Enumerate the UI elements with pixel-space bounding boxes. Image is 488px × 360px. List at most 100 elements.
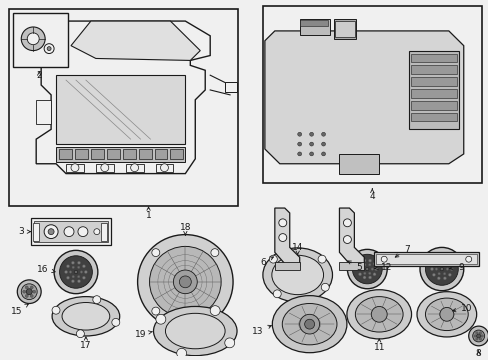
Ellipse shape xyxy=(165,313,224,349)
Polygon shape xyxy=(56,75,185,144)
Circle shape xyxy=(210,249,219,257)
Circle shape xyxy=(431,262,434,265)
Circle shape xyxy=(321,152,325,156)
Circle shape xyxy=(309,142,313,146)
Circle shape xyxy=(21,284,37,300)
Circle shape xyxy=(112,318,120,326)
Ellipse shape xyxy=(52,297,120,336)
Circle shape xyxy=(361,268,363,270)
Circle shape xyxy=(25,286,28,289)
Ellipse shape xyxy=(263,248,332,302)
Bar xyxy=(36,100,51,125)
Circle shape xyxy=(372,262,375,265)
Circle shape xyxy=(47,47,51,51)
Circle shape xyxy=(94,229,100,235)
Circle shape xyxy=(33,290,36,293)
Text: 7: 7 xyxy=(394,245,409,257)
Circle shape xyxy=(78,261,81,264)
Bar xyxy=(224,82,237,92)
Circle shape xyxy=(80,271,82,273)
Bar xyxy=(138,149,151,159)
Circle shape xyxy=(465,256,471,262)
Ellipse shape xyxy=(153,306,237,356)
Circle shape xyxy=(69,271,72,273)
Text: 11: 11 xyxy=(373,339,384,352)
Circle shape xyxy=(30,286,33,289)
Bar xyxy=(13,13,68,67)
Circle shape xyxy=(478,338,481,340)
Circle shape xyxy=(173,270,197,294)
Circle shape xyxy=(436,277,439,280)
Circle shape xyxy=(66,265,69,268)
Circle shape xyxy=(76,330,84,338)
Bar xyxy=(122,149,135,159)
Ellipse shape xyxy=(272,296,346,353)
Bar xyxy=(75,149,88,159)
Bar xyxy=(33,223,39,240)
Text: 6: 6 xyxy=(260,257,273,267)
Circle shape xyxy=(71,280,74,283)
Text: 2: 2 xyxy=(36,71,42,80)
Circle shape xyxy=(130,164,138,172)
Circle shape xyxy=(368,259,371,262)
Circle shape xyxy=(309,152,313,156)
Bar xyxy=(96,164,114,172)
Circle shape xyxy=(17,280,41,303)
Ellipse shape xyxy=(425,298,468,330)
Bar xyxy=(34,221,107,243)
Circle shape xyxy=(363,272,365,274)
Circle shape xyxy=(439,307,453,321)
Circle shape xyxy=(224,338,234,348)
Circle shape xyxy=(478,332,481,334)
Circle shape xyxy=(445,268,447,270)
Circle shape xyxy=(21,27,45,51)
Bar xyxy=(9,9,238,206)
Circle shape xyxy=(437,263,439,266)
Circle shape xyxy=(372,273,375,276)
Circle shape xyxy=(78,227,88,237)
Text: 16: 16 xyxy=(37,265,55,274)
Bar xyxy=(154,149,167,159)
Ellipse shape xyxy=(271,255,323,294)
Bar xyxy=(410,101,456,110)
Circle shape xyxy=(278,234,286,242)
Circle shape xyxy=(429,267,433,270)
Circle shape xyxy=(278,219,286,227)
Circle shape xyxy=(443,263,445,266)
Bar xyxy=(410,77,456,86)
Circle shape xyxy=(368,264,370,266)
Circle shape xyxy=(25,294,28,297)
Bar xyxy=(274,262,299,270)
Circle shape xyxy=(66,276,69,279)
Circle shape xyxy=(365,267,368,271)
Circle shape xyxy=(343,219,351,227)
Circle shape xyxy=(54,250,98,294)
Bar xyxy=(170,149,183,159)
Circle shape xyxy=(71,261,74,264)
Circle shape xyxy=(269,255,277,263)
Circle shape xyxy=(137,235,233,329)
Circle shape xyxy=(317,255,325,263)
Circle shape xyxy=(368,272,370,274)
Circle shape xyxy=(449,267,452,270)
Circle shape xyxy=(425,253,457,285)
Text: 8: 8 xyxy=(475,349,481,358)
Circle shape xyxy=(176,348,186,358)
Circle shape xyxy=(434,268,437,270)
Circle shape xyxy=(71,164,79,172)
Circle shape xyxy=(23,290,26,293)
Bar xyxy=(299,20,327,26)
Circle shape xyxy=(93,296,101,303)
Circle shape xyxy=(439,267,443,271)
Circle shape xyxy=(210,306,220,315)
Circle shape xyxy=(363,264,365,266)
Circle shape xyxy=(472,330,484,342)
Circle shape xyxy=(82,276,85,279)
Circle shape xyxy=(77,275,80,278)
Bar xyxy=(91,149,103,159)
Circle shape xyxy=(149,247,221,317)
Text: 5: 5 xyxy=(347,261,362,271)
Circle shape xyxy=(358,262,361,265)
Bar xyxy=(59,149,72,159)
Circle shape xyxy=(480,335,482,337)
